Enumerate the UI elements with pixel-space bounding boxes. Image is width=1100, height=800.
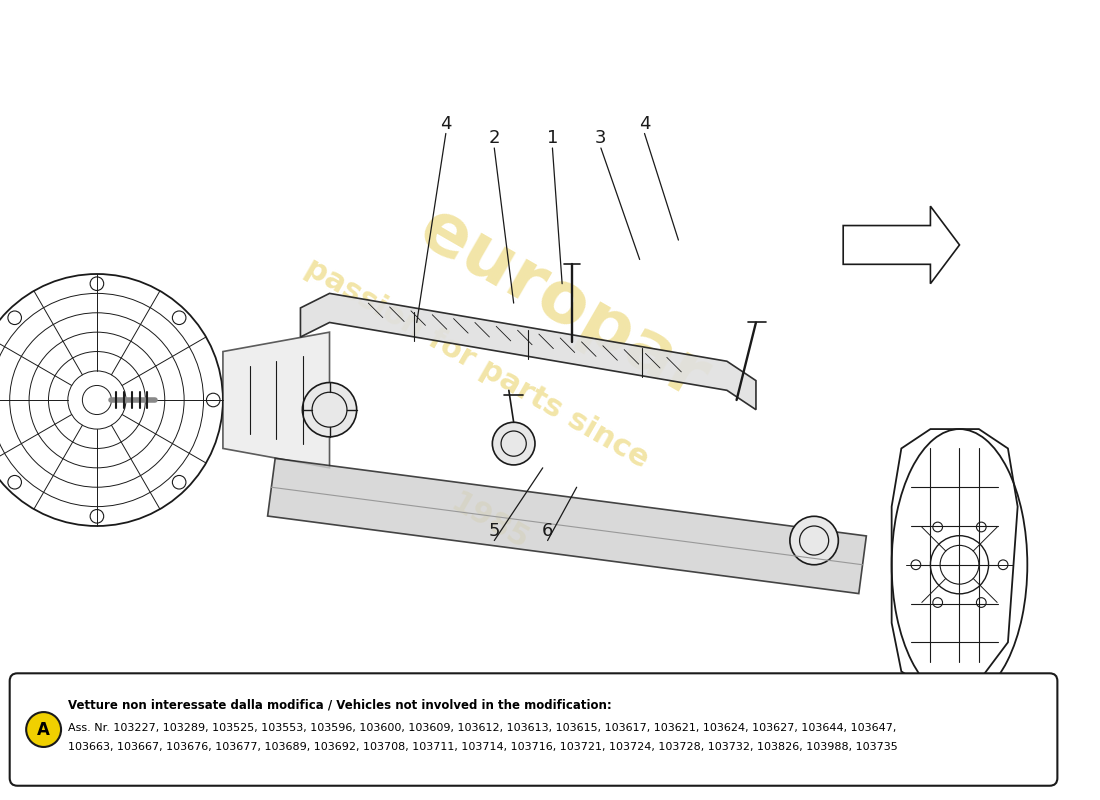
Polygon shape (300, 294, 756, 410)
Text: A: A (37, 721, 51, 738)
Polygon shape (223, 332, 330, 468)
Circle shape (790, 516, 838, 565)
Text: Vetture non interessate dalla modifica / Vehicles not involved in the modificati: Vetture non interessate dalla modifica /… (68, 698, 612, 712)
Circle shape (302, 382, 356, 437)
Text: 103663, 103667, 103676, 103677, 103689, 103692, 103708, 103711, 103714, 103716, : 103663, 103667, 103676, 103677, 103689, … (68, 742, 898, 752)
Text: 1985: 1985 (446, 489, 534, 556)
Text: 1: 1 (547, 130, 558, 147)
Text: Ass. Nr. 103227, 103289, 103525, 103553, 103596, 103600, 103609, 103612, 103613,: Ass. Nr. 103227, 103289, 103525, 103553,… (68, 722, 896, 733)
Text: 3: 3 (595, 130, 606, 147)
Circle shape (26, 712, 62, 747)
Text: 4: 4 (639, 114, 650, 133)
Text: 2: 2 (488, 130, 501, 147)
Polygon shape (267, 458, 867, 594)
Text: 6: 6 (542, 522, 553, 540)
Text: 5: 5 (488, 522, 501, 540)
Text: 4: 4 (440, 114, 452, 133)
Circle shape (493, 422, 535, 465)
FancyBboxPatch shape (10, 674, 1057, 786)
Text: passion for parts since: passion for parts since (300, 253, 654, 474)
Text: europar: europar (407, 194, 720, 415)
